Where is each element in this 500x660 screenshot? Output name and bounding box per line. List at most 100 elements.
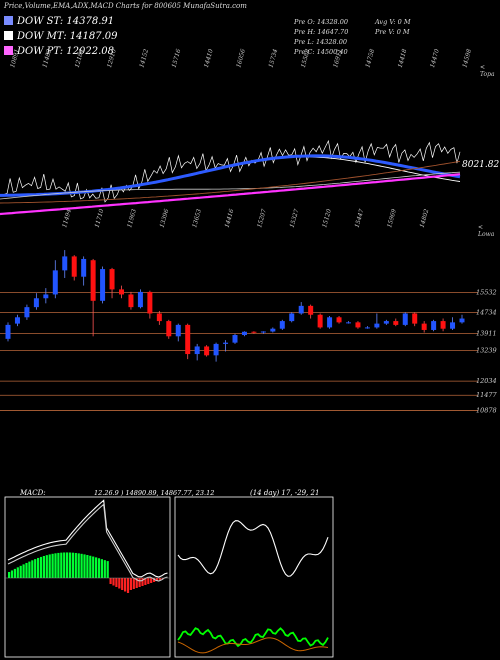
candle-body [431,321,437,330]
top-tick-label: 10891 [9,48,21,68]
macd-histogram-bar [144,578,147,585]
macd-histogram-bar [71,552,74,578]
price-level-label: 13911 [476,329,497,337]
candle-body [260,331,266,333]
macd-histogram-bar [115,578,118,587]
macd-histogram-bar [68,552,72,578]
ema-magenta-line [0,173,461,216]
macd-histogram-bar [66,552,69,578]
adx-white-line [177,520,329,577]
candle-body [355,322,361,328]
legend-swatch-pt [4,46,13,55]
macd-histogram-bar [135,578,138,588]
candle-body [43,294,49,299]
macd-histogram-bar [97,558,101,578]
candle-body [5,324,11,339]
macd-histogram-bar [63,552,66,578]
legend-dow-pt-label: DOW PT: 12022.08 [17,46,114,57]
candle-body [251,331,257,333]
candle-body [128,294,134,308]
prev-volume: Pre V: 0 M [375,28,410,36]
candle-body [147,291,153,314]
prev-high: Pre H: 14647.70 [294,28,349,36]
price-level-label: 12034 [476,377,497,385]
adx-panel-frame [174,496,334,658]
macd-histogram-bar [132,578,135,589]
adx-orange-line [177,637,329,654]
lowa-label: < Lowa [478,224,495,238]
candle-body [412,313,418,324]
candle-body [166,321,172,337]
candle-body [81,258,87,277]
candle-body [383,321,389,324]
candle-body [24,307,30,318]
macd-panel-frame [4,496,171,658]
candle-body [364,327,370,329]
macd-histogram-bar [126,578,130,593]
top-tick-label: 14418 [397,48,409,68]
adx-green-line [177,627,329,648]
macd-histogram-bar [92,556,95,578]
bottom-tick-label: 15969 [386,208,398,228]
top-tick-label: 15716 [171,48,183,68]
ema-brown-line [0,160,461,204]
candle-body [14,317,20,324]
candle-body [100,269,106,301]
macd-histogram-bar [31,560,34,578]
macd-histogram-bar [25,562,28,578]
candle-body [346,322,351,324]
top-tick-label: 14410 [203,48,215,68]
candle-body [241,331,247,336]
macd-histogram-bar [28,561,31,578]
candle-body [185,324,191,355]
top-tick-label: 15734 [268,48,280,68]
top-tick-label: 14152 [138,48,150,68]
price-level-label: 14734 [476,309,497,317]
top-tick-label: 14470 [429,48,441,68]
candle-body [402,313,408,325]
price-level-label: 15532 [476,288,497,296]
candle-body [459,318,465,323]
top-tick-label: 15588 [300,48,312,68]
bottom-tick-label: 13653 [191,208,203,228]
macd-histogram-bar [54,553,57,578]
candle-body [289,313,295,322]
macd-histogram-bar [124,578,127,592]
legend-dow-mt: DOW MT: 14187.09 [4,31,118,42]
macd-histogram-bar [147,578,150,584]
macd-histogram-bar [42,555,45,578]
candle-body [279,321,285,329]
top-tick-label: 12184 [74,48,86,68]
top-tick-label: 16056 [235,48,247,68]
macd-histogram-bar [51,553,54,578]
bottom-tick-label: 15207 [256,208,268,228]
candle-body [223,342,229,344]
candle-body [393,321,399,325]
candle-body [62,256,68,271]
legend-dow-pt: DOW PT: 12022.08 [4,46,114,57]
macd-values: 12.26.9 ) 14890.89, 14867.77, 23.12 [94,489,215,497]
prev-close: Pre C: 14500.40 [294,48,348,56]
prev-open: Pre O: 14328.00 [294,18,348,26]
bottom-tick-label: 11494 [61,208,73,228]
macd-histogram-bar [89,555,92,578]
candle-body [90,260,96,301]
bottom-tick-label: 15120 [321,208,333,228]
legend-swatch-mt [4,31,13,40]
candle-body [421,323,427,330]
macd-histogram-bar [57,552,60,578]
macd-histogram-bar [74,552,77,578]
candle-body [336,317,342,323]
bottom-tick-label: 15447 [354,208,366,228]
macd-label: MACD: [20,489,46,497]
candle-body [119,289,124,295]
candle-body [308,305,314,315]
macd-histogram-bar [109,578,112,584]
top-tick-label: 14598 [461,48,473,68]
top-tick-label: 12910 [106,48,118,68]
macd-line [7,499,168,578]
macd-histogram-bar [45,555,48,578]
macd-histogram-bar [16,567,19,578]
macd-histogram-bar [8,572,11,578]
